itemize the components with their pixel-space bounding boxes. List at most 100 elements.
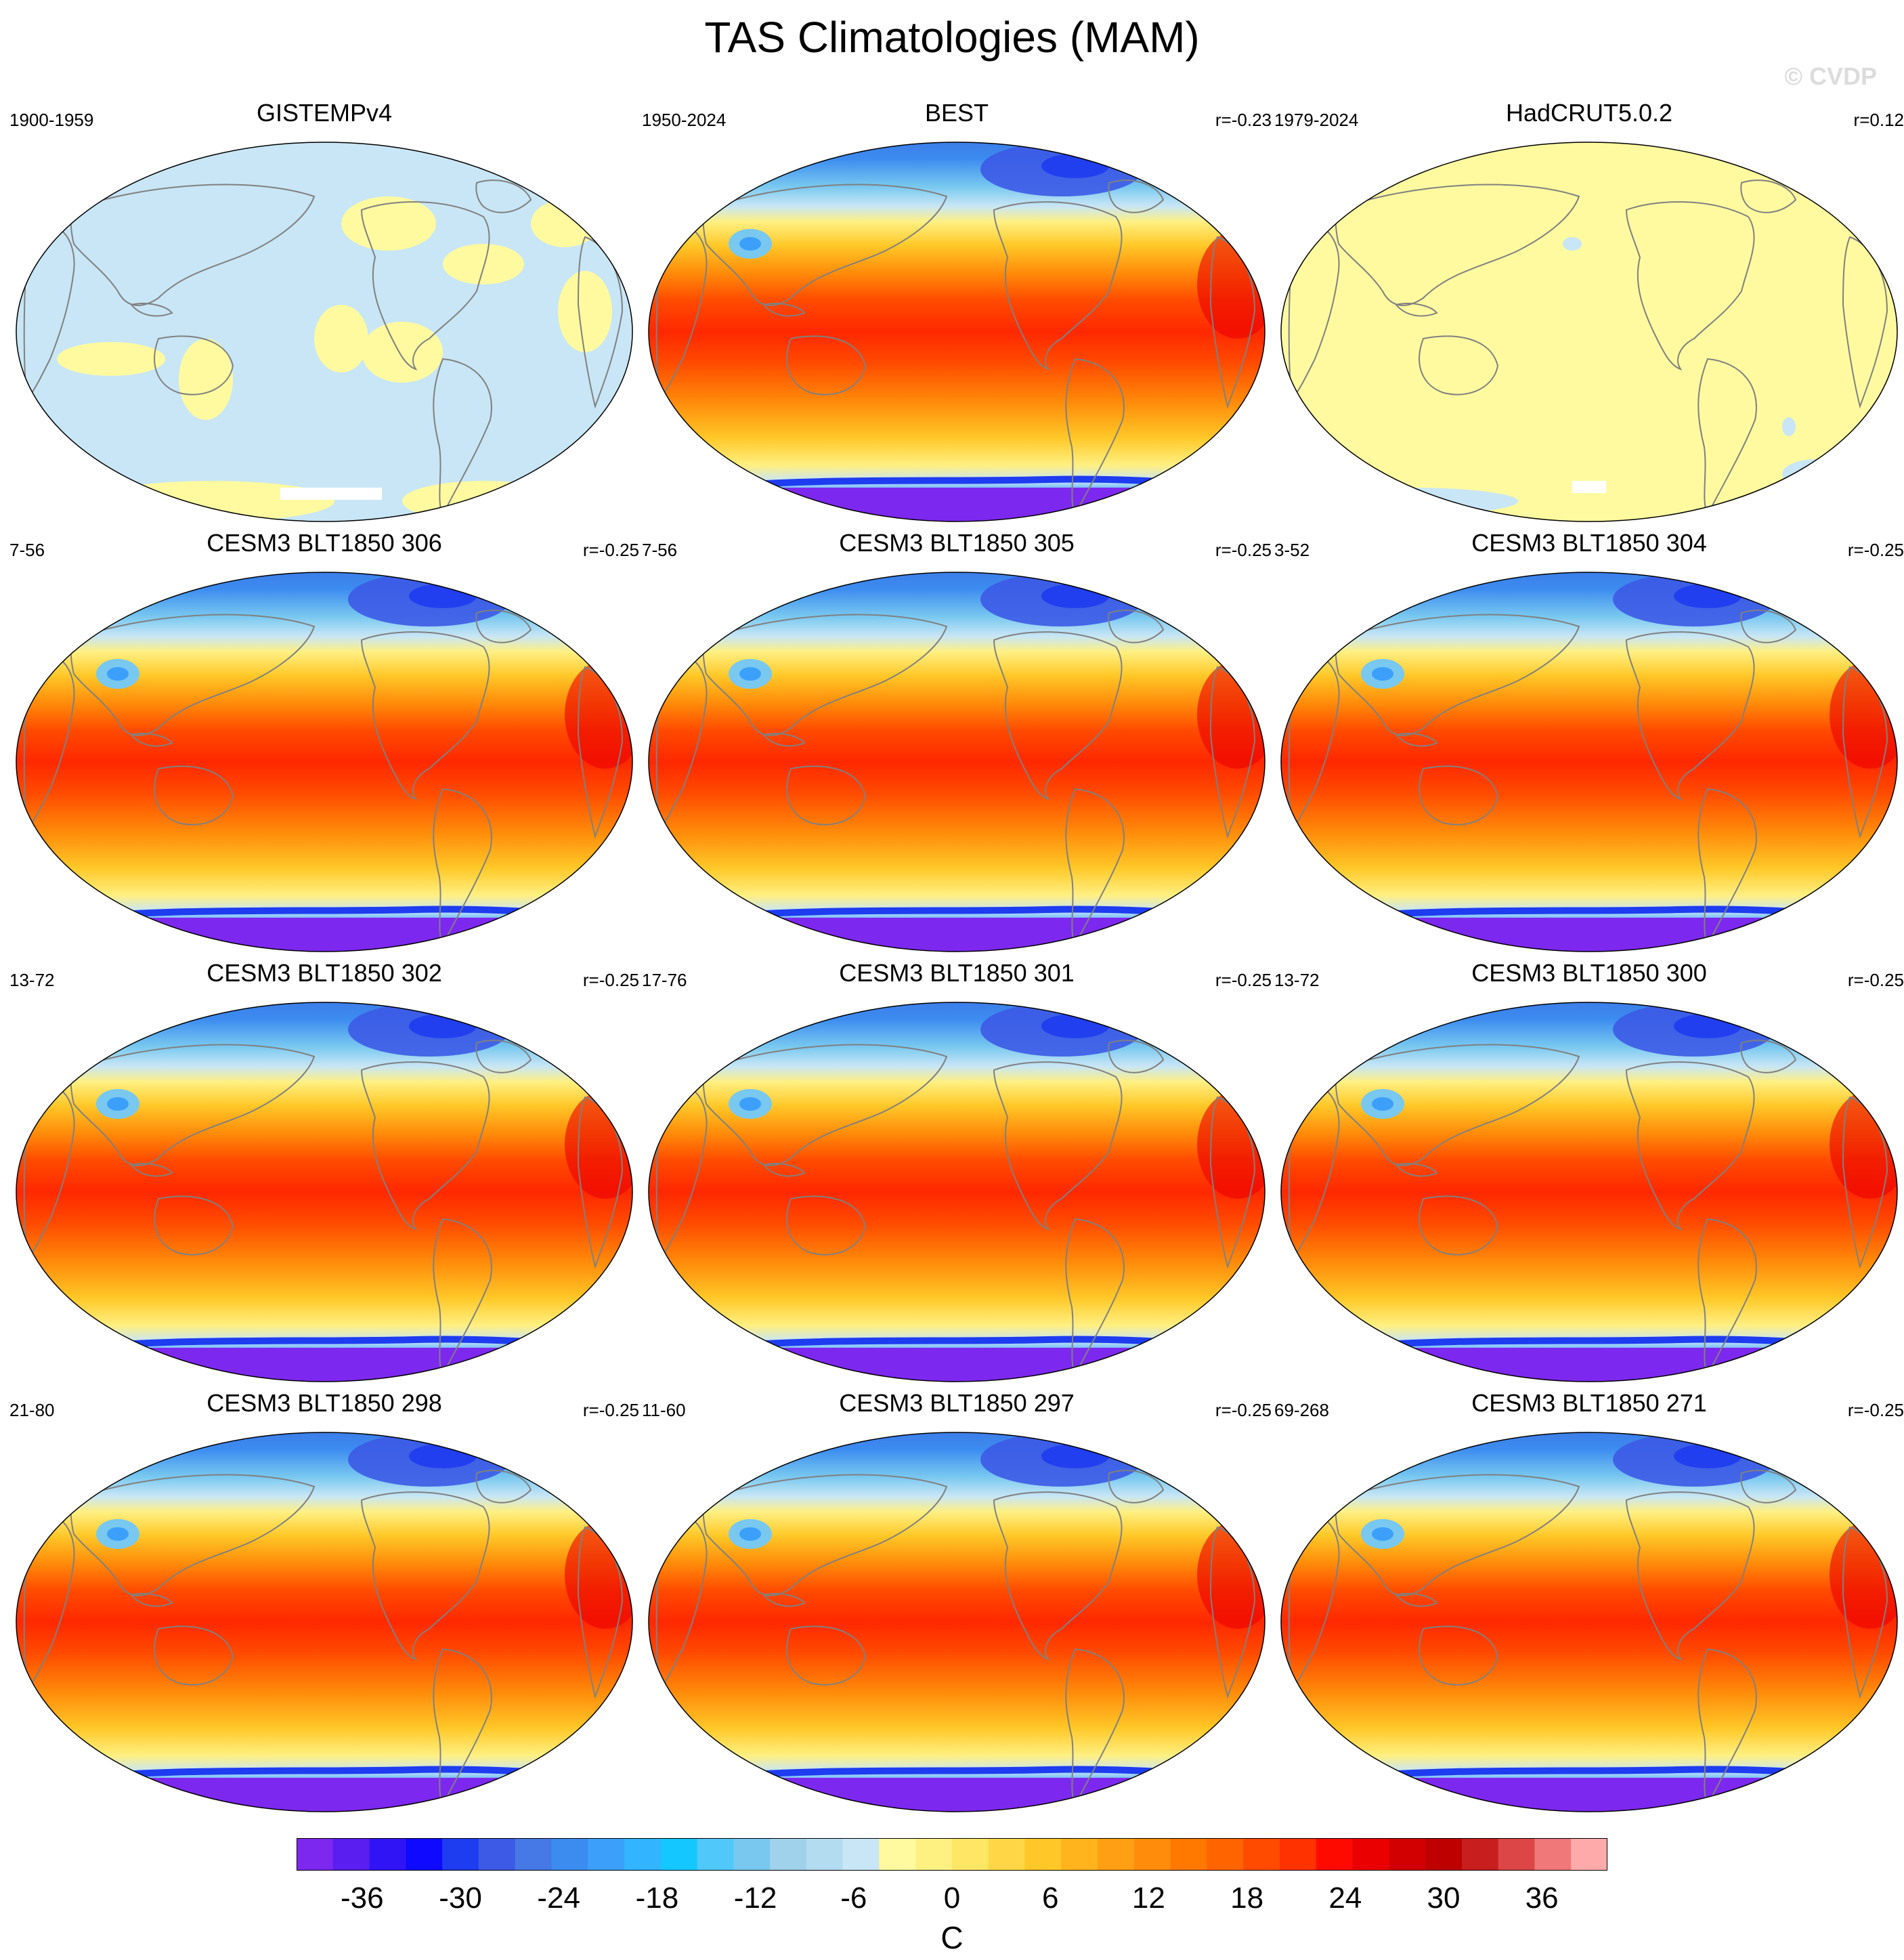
panel-title: HadCRUT5.0.2 bbox=[1505, 99, 1673, 127]
robinson-map bbox=[648, 1432, 1265, 1812]
panel-title: CESM3 BLT1850 301 bbox=[839, 959, 1075, 987]
colorbar-bin bbox=[1280, 1838, 1317, 1871]
colorbar bbox=[297, 1838, 1607, 1871]
map-panel: HadCRUT5.0.2 1979-2024 r=0.12 bbox=[1274, 99, 1904, 528]
colorbar-bin bbox=[1352, 1838, 1389, 1871]
colorbar-tick-label: -18 bbox=[635, 1881, 679, 1915]
colorbar-bin bbox=[697, 1838, 734, 1871]
robinson-map bbox=[16, 142, 633, 522]
panel-correlation: r=-0.25 bbox=[1847, 540, 1904, 560]
robinson-map bbox=[16, 572, 633, 952]
robinson-map bbox=[1280, 572, 1898, 952]
panel-title: GISTEMPv4 bbox=[256, 99, 393, 127]
colorbar-bin bbox=[332, 1838, 370, 1871]
panel-period: 21-80 bbox=[9, 1400, 55, 1420]
map-panel: GISTEMPv4 1900-1959 bbox=[9, 99, 639, 528]
panel-title: CESM3 BLT1850 298 bbox=[207, 1389, 442, 1417]
colorbar-tick-label: 12 bbox=[1131, 1881, 1165, 1915]
colorbar-tick-label: -12 bbox=[733, 1881, 777, 1915]
copyright-watermark: © CVDP bbox=[1784, 62, 1877, 90]
colorbar-bin bbox=[478, 1838, 516, 1871]
map-panel: CESM3 BLT1850 306 7-56 r=-0.25 bbox=[9, 529, 639, 958]
colorbar-bin bbox=[988, 1838, 1026, 1871]
robinson-map bbox=[1280, 142, 1898, 522]
panel-correlation: r=-0.25 bbox=[582, 540, 639, 560]
map-panel: BEST 1950-2024 r=-0.23 bbox=[642, 99, 1272, 528]
colorbar-bin bbox=[515, 1838, 552, 1871]
panel-period: 1979-2024 bbox=[1274, 110, 1359, 130]
colorbar-bin bbox=[369, 1838, 406, 1871]
robinson-map bbox=[16, 1432, 633, 1812]
colorbar-bin bbox=[806, 1838, 844, 1871]
colorbar-tick-label: -30 bbox=[439, 1881, 482, 1915]
map-panel: CESM3 BLT1850 300 13-72 r=-0.25 bbox=[1274, 959, 1904, 1388]
colorbar-bin bbox=[297, 1838, 334, 1871]
colorbar-bin bbox=[551, 1838, 588, 1871]
panel-title: CESM3 BLT1850 304 bbox=[1471, 529, 1707, 557]
panel-title: CESM3 BLT1850 306 bbox=[207, 529, 442, 557]
colorbar-tick-label: -6 bbox=[840, 1881, 867, 1915]
panel-period: 3-52 bbox=[1274, 540, 1310, 560]
colorbar-bin bbox=[588, 1838, 625, 1871]
map-panel: CESM3 BLT1850 302 13-72 r=-0.25 bbox=[9, 959, 639, 1388]
robinson-map bbox=[648, 142, 1265, 522]
colorbar-tick-label: 6 bbox=[1041, 1881, 1059, 1915]
colorbar-tick-label: 36 bbox=[1525, 1881, 1559, 1915]
colorbar-units: C bbox=[940, 1920, 964, 1955]
panel-correlation: r=-0.25 bbox=[582, 1400, 639, 1420]
colorbar-bin bbox=[442, 1838, 479, 1871]
colorbar-bin bbox=[1389, 1838, 1426, 1871]
panel-period: 13-72 bbox=[1274, 970, 1320, 990]
panel-period: 69-268 bbox=[1274, 1400, 1329, 1420]
map-panel: CESM3 BLT1850 301 17-76 r=-0.25 bbox=[642, 959, 1272, 1388]
panel-correlation: r=-0.25 bbox=[582, 970, 639, 990]
panel-correlation: r=0.12 bbox=[1853, 110, 1904, 130]
colorbar-bin bbox=[1243, 1838, 1280, 1871]
panel-title: CESM3 BLT1850 297 bbox=[839, 1389, 1075, 1417]
colorbar-bin bbox=[915, 1838, 953, 1871]
panel-title: CESM3 BLT1850 300 bbox=[1471, 959, 1707, 987]
panel-period: 1900-1959 bbox=[9, 110, 94, 130]
colorbar-tick-label: -36 bbox=[341, 1881, 384, 1915]
colorbar-bin bbox=[1425, 1838, 1463, 1871]
colorbar-bin bbox=[624, 1838, 662, 1871]
colorbar-bin bbox=[1024, 1838, 1062, 1871]
colorbar-bin bbox=[879, 1838, 916, 1871]
panel-period: 7-56 bbox=[9, 540, 45, 560]
colorbar-tick-label: -24 bbox=[537, 1881, 580, 1915]
panel-title: CESM3 BLT1850 305 bbox=[839, 529, 1075, 557]
panel-period: 13-72 bbox=[9, 970, 55, 990]
colorbar-bin bbox=[842, 1838, 880, 1871]
panel-period: 7-56 bbox=[642, 540, 678, 560]
colorbar-bin bbox=[1316, 1838, 1354, 1871]
colorbar-bin bbox=[406, 1838, 443, 1871]
colorbar-bin bbox=[1170, 1838, 1207, 1871]
panel-period: 17-76 bbox=[642, 970, 687, 990]
panel-correlation: r=-0.25 bbox=[1847, 1400, 1904, 1420]
colorbar-tick-label: 18 bbox=[1230, 1881, 1264, 1915]
robinson-map bbox=[648, 1002, 1265, 1382]
colorbar-tick-label: 24 bbox=[1328, 1881, 1362, 1915]
panel-period: 11-60 bbox=[642, 1400, 686, 1420]
map-panel: CESM3 BLT1850 271 69-268 r=-0.25 bbox=[1274, 1389, 1904, 1818]
panel-correlation: r=-0.25 bbox=[1215, 970, 1272, 990]
robinson-map bbox=[1280, 1002, 1898, 1382]
panel-correlation: r=-0.25 bbox=[1215, 540, 1272, 560]
map-panel: CESM3 BLT1850 305 7-56 r=-0.25 bbox=[642, 529, 1272, 958]
colorbar-tick-label: 0 bbox=[943, 1881, 961, 1915]
map-panel: CESM3 BLT1850 298 21-80 r=-0.25 bbox=[9, 1389, 639, 1818]
panel-period: 1950-2024 bbox=[642, 110, 727, 130]
colorbar-bin bbox=[1061, 1838, 1098, 1871]
colorbar-tick-label: 30 bbox=[1427, 1881, 1461, 1915]
panel-correlation: r=-0.23 bbox=[1215, 110, 1272, 130]
panel-title: CESM3 BLT1850 271 bbox=[1471, 1389, 1707, 1417]
colorbar-bin bbox=[1461, 1838, 1499, 1871]
colorbar-bin bbox=[1498, 1838, 1535, 1871]
map-panel: CESM3 BLT1850 297 11-60 r=-0.25 bbox=[642, 1389, 1272, 1818]
colorbar-bin bbox=[1098, 1838, 1135, 1871]
colorbar-bin bbox=[733, 1838, 771, 1871]
robinson-map bbox=[16, 1002, 633, 1382]
robinson-map bbox=[648, 572, 1265, 952]
panel-correlation: r=-0.25 bbox=[1847, 970, 1904, 990]
panel-title: BEST bbox=[924, 99, 989, 127]
